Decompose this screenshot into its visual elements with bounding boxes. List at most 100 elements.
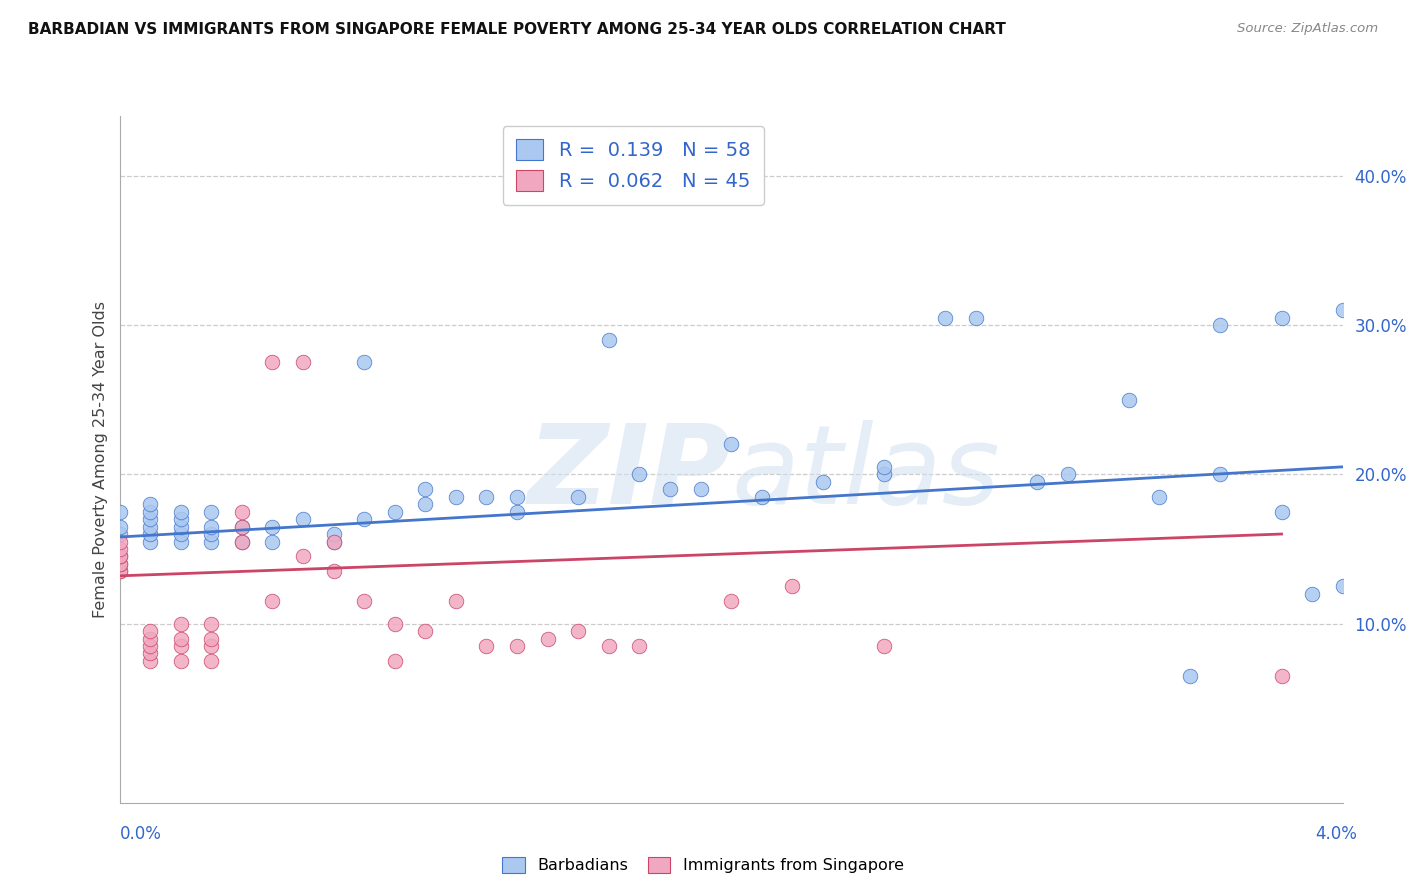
Point <box>108 541 131 556</box>
Point <box>444 594 467 608</box>
Point <box>231 519 253 533</box>
Point <box>169 519 191 533</box>
Point <box>567 490 589 504</box>
Point <box>108 534 131 549</box>
Point <box>506 639 529 653</box>
Point <box>292 549 315 564</box>
Point <box>811 475 834 489</box>
Point <box>934 310 956 325</box>
Point <box>231 534 253 549</box>
Legend: Barbadians, Immigrants from Singapore: Barbadians, Immigrants from Singapore <box>496 850 910 880</box>
Text: 4.0%: 4.0% <box>1315 825 1357 843</box>
Point <box>413 497 436 511</box>
Point <box>139 497 162 511</box>
Point <box>1331 579 1354 593</box>
Point <box>262 534 284 549</box>
Point <box>169 505 191 519</box>
Point <box>1271 310 1294 325</box>
Point <box>169 654 191 668</box>
Text: Source: ZipAtlas.com: Source: ZipAtlas.com <box>1237 22 1378 36</box>
Point <box>965 310 987 325</box>
Point <box>139 624 162 639</box>
Point <box>598 333 620 347</box>
Point <box>720 594 742 608</box>
Point <box>292 512 315 526</box>
Point <box>444 490 467 504</box>
Point <box>720 437 742 451</box>
Point <box>873 467 896 482</box>
Point <box>413 482 436 496</box>
Point <box>475 639 498 653</box>
Point <box>108 557 131 571</box>
Point <box>1056 467 1078 482</box>
Point <box>1118 392 1140 407</box>
Point <box>108 519 131 533</box>
Point <box>139 519 162 533</box>
Point <box>1271 669 1294 683</box>
Point <box>506 490 529 504</box>
Text: 0.0%: 0.0% <box>120 825 162 843</box>
Point <box>169 632 191 646</box>
Point <box>1331 303 1354 318</box>
Point <box>384 616 406 631</box>
Point <box>231 519 253 533</box>
Point <box>1209 318 1232 332</box>
Point <box>108 505 131 519</box>
Point <box>598 639 620 653</box>
Point <box>751 490 773 504</box>
Point <box>139 534 162 549</box>
Point <box>169 639 191 653</box>
Point <box>108 565 131 579</box>
Point <box>108 549 131 564</box>
Point <box>475 490 498 504</box>
Text: atlas: atlas <box>731 419 1000 526</box>
Point <box>139 632 162 646</box>
Point <box>322 565 344 579</box>
Point <box>1026 475 1049 489</box>
Point <box>231 505 253 519</box>
Text: BARBADIAN VS IMMIGRANTS FROM SINGAPORE FEMALE POVERTY AMONG 25-34 YEAR OLDS CORR: BARBADIAN VS IMMIGRANTS FROM SINGAPORE F… <box>28 22 1007 37</box>
Point <box>200 534 222 549</box>
Point <box>1178 669 1201 683</box>
Point <box>139 512 162 526</box>
Point <box>537 632 560 646</box>
Point <box>169 534 191 549</box>
Point <box>200 639 222 653</box>
Text: ZIP: ZIP <box>527 419 731 526</box>
Point <box>108 527 131 541</box>
Legend: R =  0.139   N = 58, R =  0.062   N = 45: R = 0.139 N = 58, R = 0.062 N = 45 <box>502 126 763 205</box>
Point <box>353 594 375 608</box>
Y-axis label: Female Poverty Among 25-34 Year Olds: Female Poverty Among 25-34 Year Olds <box>93 301 108 618</box>
Point <box>200 519 222 533</box>
Point <box>413 624 436 639</box>
Point <box>200 505 222 519</box>
Point <box>139 639 162 653</box>
Point <box>567 624 589 639</box>
Point <box>108 565 131 579</box>
Point <box>322 534 344 549</box>
Point <box>231 534 253 549</box>
Point <box>262 355 284 369</box>
Point <box>322 534 344 549</box>
Point <box>169 527 191 541</box>
Point <box>108 549 131 564</box>
Point <box>873 459 896 474</box>
Point <box>628 639 651 653</box>
Point <box>1271 505 1294 519</box>
Point <box>384 654 406 668</box>
Point <box>169 616 191 631</box>
Point <box>353 355 375 369</box>
Point <box>689 482 711 496</box>
Point <box>1209 467 1232 482</box>
Point <box>873 639 896 653</box>
Point <box>292 355 315 369</box>
Point <box>1149 490 1171 504</box>
Point <box>628 467 651 482</box>
Point <box>262 594 284 608</box>
Point <box>139 527 162 541</box>
Point <box>384 505 406 519</box>
Point <box>200 527 222 541</box>
Point <box>139 647 162 661</box>
Point <box>200 654 222 668</box>
Point <box>1301 587 1323 601</box>
